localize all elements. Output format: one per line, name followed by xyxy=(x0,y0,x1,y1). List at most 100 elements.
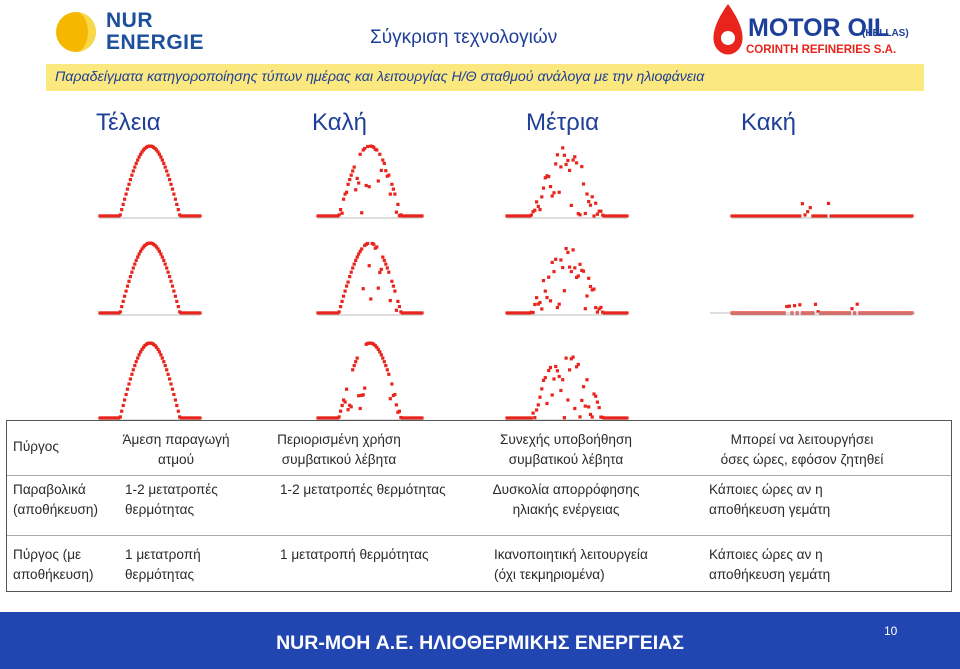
profile-plot-r3-c3-point xyxy=(623,416,627,420)
profile-plot-r1-c1-point xyxy=(163,165,167,169)
profile-plot-r1-c3-point xyxy=(585,192,589,196)
profile-plot-r2-c3-point xyxy=(548,299,553,303)
profile-plot-r2-c3-point xyxy=(615,311,619,315)
profile-plot-r3-c3-point xyxy=(588,412,593,416)
row3-perfect: 1 μετατροπή θερμότητας xyxy=(125,547,201,582)
rating-perfect: Τέλεια xyxy=(96,109,161,136)
daily-profile-plots xyxy=(98,144,915,421)
profile-plot-r1-c1-point xyxy=(130,173,134,177)
profile-plot-r1-c3-point xyxy=(522,214,526,218)
profile-plot-r3-c3-point xyxy=(522,416,526,420)
profile-plot-r1-c4-point xyxy=(884,214,888,218)
profile-plot-r2-c2-point xyxy=(391,284,395,288)
profile-plot-r2-c3-point xyxy=(557,302,561,306)
profile-plot-r2-c2-point xyxy=(369,297,373,301)
comparison-table: Πύργος Άμεση παραγωγή ατμού Περιορισμένη … xyxy=(6,420,952,592)
profile-plot-r1-c2-point xyxy=(381,158,385,162)
profile-plot-r1-c3-point xyxy=(618,214,622,218)
profile-plot-r2-c2-point xyxy=(385,266,389,270)
profile-plot-r1-c3-point xyxy=(535,200,539,204)
profile-plot-r1-c4-point xyxy=(774,214,778,218)
profile-plot-r3-c3-point xyxy=(555,369,559,373)
profile-plot-r2-c3-point xyxy=(555,305,559,310)
profile-plot-r1-c3-point xyxy=(616,214,620,218)
profile-plot-r3-c3-point xyxy=(571,355,575,359)
profile-plot-r1-c4-point xyxy=(886,214,891,218)
profile-plot-r1-c1-point xyxy=(176,208,180,212)
profile-plot-r2-c4-point xyxy=(798,303,802,307)
profile-plot-r3-c2-point xyxy=(337,415,341,419)
profile-plot-r2-c3-point xyxy=(559,258,563,262)
profile-plot-r3-c1-point xyxy=(139,350,143,354)
profile-plot-r1-c1-point xyxy=(165,169,169,173)
row1-good: Περιορισμένη χρήση συμβατικού λέβητα xyxy=(277,432,401,467)
profile-plot-r1-c3-point xyxy=(526,214,530,218)
profile-plot-r1-c3-point xyxy=(521,214,525,218)
profile-plot-r2-c3-point xyxy=(550,260,554,264)
profile-plot-r2-c1-point xyxy=(169,279,173,283)
profile-plot-r2-c3-point xyxy=(623,311,627,315)
profile-plot-r1-c3-point xyxy=(580,165,584,169)
motor-oil-logo: MOTOR OIL (HELLAS) CORINTH REFINERIES S.… xyxy=(713,4,909,56)
profile-plot-r1-c4-point xyxy=(785,214,789,218)
profile-plot-r2-c1-point xyxy=(157,249,161,253)
profile-plot-r3-c1-point xyxy=(172,392,176,397)
profile-plot-r3-c1-point xyxy=(121,403,125,408)
profile-plot-r1-c1-point xyxy=(139,152,143,156)
profile-plot-r3-c1-point xyxy=(166,372,170,376)
profile-plot-r1-c4-point xyxy=(871,214,875,218)
profile-plot-r2-c3-point xyxy=(566,250,570,254)
profile-plot-r1-c3-point xyxy=(547,175,551,179)
profile-plot-r3-c2-point xyxy=(361,393,365,397)
profile-plot-r1-c2-point xyxy=(388,192,392,196)
profile-plot-r2-c3-point xyxy=(526,311,530,315)
profile-plot-r1-c3-point xyxy=(536,204,540,208)
profile-plot-r3-c3-point xyxy=(594,394,598,398)
profile-plot-r2-c2-point xyxy=(361,287,365,291)
profile-plot-r2-c2-point xyxy=(348,275,352,279)
profile-plot-r3-c3-point xyxy=(552,377,556,381)
profile-plot-r1-c4-point xyxy=(847,214,851,218)
profile-plot-r1-c4-point xyxy=(740,214,744,218)
profile-plot-r3-c1-point xyxy=(124,392,128,397)
profile-plot-r3-c1-point xyxy=(169,382,173,386)
profile-plot-r1-c1-point xyxy=(157,152,161,156)
profile-plot-r2-c1-point xyxy=(131,266,135,270)
profile-plot-r2-c1-point xyxy=(137,252,141,256)
profile-plot-r2-c2-point xyxy=(372,242,376,246)
profile-plot-r3-c3-point xyxy=(599,415,603,419)
profile-plot-r2-c2-point xyxy=(357,252,361,256)
profile-plot-r2-c3-point xyxy=(573,266,577,270)
profile-plot-r2-c3-point xyxy=(621,311,626,315)
profile-plot-r1-c3-point xyxy=(533,208,537,212)
profile-plot-r1-c4-point xyxy=(782,214,786,218)
profile-plot-r3-c3-point xyxy=(601,415,605,419)
profile-plot-r1-c3-point xyxy=(541,186,546,190)
profile-plot-r2-c1-point xyxy=(162,258,166,262)
profile-plot-r1-c4-point xyxy=(772,214,776,218)
profile-plot-r1-c4-point xyxy=(819,214,823,218)
profile-plot-r3-c2-point xyxy=(343,400,347,404)
profile-plot-r1-c2-point xyxy=(396,202,400,206)
profile-plot-r3-c3-point xyxy=(526,416,530,420)
profile-plot-r2-c2-point xyxy=(340,299,344,303)
profile-plot-r1-c4-point xyxy=(787,214,791,218)
profile-plot-r2-c1-point xyxy=(130,270,134,274)
profile-plot-r2-c2-point xyxy=(378,270,382,275)
profile-plot-r3-c2-point xyxy=(381,356,385,360)
profile-plot-r1-c2-point xyxy=(351,169,355,173)
profile-plot-r1-c3-point xyxy=(554,162,558,166)
profile-plot-r3-c2-point xyxy=(375,345,379,349)
profile-plot-r3-c2-point xyxy=(393,392,397,397)
profile-plot-r3-c3-point xyxy=(583,404,587,408)
profile-plot-r2-c3-point xyxy=(547,275,551,279)
profile-plot-r2-c2-point xyxy=(387,270,391,274)
profile-plot-r2-c3-point xyxy=(625,311,629,315)
profile-plot-r1-c1-point xyxy=(166,173,170,177)
profile-plot-r1-c3-point xyxy=(528,214,532,218)
profile-plot-r2-c3-point xyxy=(533,302,537,307)
profile-plot-r3-c2-point xyxy=(373,344,377,348)
profile-plot-r3-c1-point xyxy=(160,356,164,360)
profile-plot-r1-c3-point xyxy=(519,214,523,218)
profile-plot-r3-c2-point xyxy=(357,394,361,398)
